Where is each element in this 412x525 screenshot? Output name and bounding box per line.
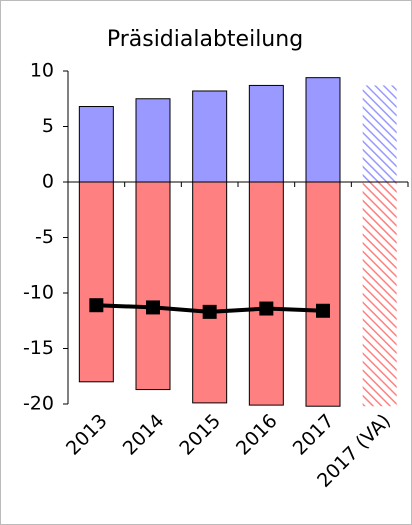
- chart-title: Präsidialabteilung: [107, 27, 303, 52]
- bar: [305, 77, 341, 183]
- y-tick-label: -10: [23, 282, 54, 304]
- y-tick-label: 0: [42, 171, 54, 193]
- y-tick-label: -5: [35, 226, 54, 248]
- x-tick-label: 2015: [175, 410, 225, 460]
- bar: [248, 84, 284, 183]
- x-tick-label: 2013: [62, 410, 112, 460]
- bar: [78, 106, 114, 183]
- y-tick-label: 5: [42, 115, 54, 137]
- bar: [362, 182, 397, 407]
- x-tick-label: 2017: [289, 410, 339, 460]
- bar: [192, 90, 228, 183]
- bar: [192, 181, 228, 404]
- y-tick-label: 10: [30, 60, 54, 82]
- x-tick-label: 2016: [232, 410, 282, 460]
- bar: [305, 181, 341, 407]
- bar: [135, 181, 171, 391]
- bar: [248, 181, 284, 406]
- marker: [146, 300, 160, 315]
- marker: [89, 298, 104, 313]
- bar: [362, 85, 397, 182]
- bar: [78, 181, 114, 383]
- marker: [316, 303, 330, 318]
- bar: [135, 98, 171, 183]
- y-tick-label: -15: [23, 337, 54, 359]
- marker: [202, 304, 217, 319]
- y-tick-label: -20: [23, 393, 54, 415]
- marker: [259, 301, 274, 316]
- x-tick-label: 2014: [119, 410, 169, 460]
